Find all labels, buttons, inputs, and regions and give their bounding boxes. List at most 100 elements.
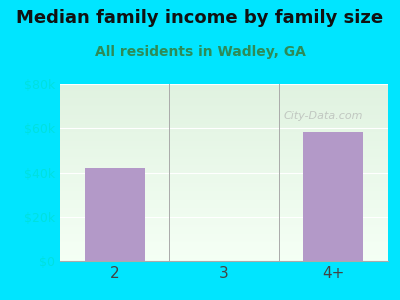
Bar [60, 164, 388, 165]
Bar [60, 155, 388, 156]
Bar [60, 133, 388, 134]
Bar [60, 260, 388, 261]
Bar [60, 113, 388, 114]
Bar [60, 207, 388, 208]
Bar [60, 180, 388, 181]
Bar [60, 194, 388, 195]
Bar [60, 156, 388, 157]
Bar [60, 119, 388, 120]
Text: All residents in Wadley, GA: All residents in Wadley, GA [94, 45, 306, 59]
Bar [60, 163, 388, 164]
Bar [60, 219, 388, 220]
Bar [60, 150, 388, 151]
Bar [85, 168, 145, 261]
Bar [60, 252, 388, 253]
Bar [60, 236, 388, 237]
Bar [60, 92, 388, 93]
Bar [60, 202, 388, 203]
Bar [60, 257, 388, 258]
Bar [60, 178, 388, 179]
Bar [60, 253, 388, 254]
Bar [60, 130, 388, 131]
Bar [60, 196, 388, 197]
Bar [60, 158, 388, 159]
Bar [60, 120, 388, 121]
Bar [60, 151, 388, 152]
Bar [60, 220, 388, 221]
Bar [60, 256, 388, 257]
Bar [60, 99, 388, 100]
Bar [60, 144, 388, 145]
Bar [60, 137, 388, 138]
Bar [60, 98, 388, 99]
Bar [60, 221, 388, 222]
Bar [60, 251, 388, 252]
Bar [60, 205, 388, 206]
Bar [60, 182, 388, 183]
Bar [60, 176, 388, 177]
Bar [60, 165, 388, 166]
Bar [60, 126, 388, 127]
Bar [60, 200, 388, 201]
Bar [60, 139, 388, 140]
Bar [60, 247, 388, 248]
Bar [60, 225, 388, 226]
Bar [60, 229, 388, 230]
Bar [60, 174, 388, 175]
Bar [60, 212, 388, 213]
Bar [60, 239, 388, 240]
Bar [60, 227, 388, 228]
Bar [60, 235, 388, 236]
Bar [60, 192, 388, 193]
Bar [60, 112, 388, 113]
Bar [60, 168, 388, 169]
Bar [60, 95, 388, 96]
Bar [60, 161, 388, 162]
Bar [60, 172, 388, 173]
Bar [60, 238, 388, 239]
Bar [60, 85, 388, 86]
Bar [60, 152, 388, 153]
Bar [60, 244, 388, 245]
Bar [60, 189, 388, 190]
Bar [60, 127, 388, 128]
Bar [60, 233, 388, 234]
Bar [60, 132, 388, 133]
Bar [60, 209, 388, 210]
Bar [60, 175, 388, 176]
Text: Median family income by family size: Median family income by family size [16, 9, 384, 27]
Bar [60, 179, 388, 180]
Bar [60, 157, 388, 158]
Bar [60, 118, 388, 119]
Bar [60, 153, 388, 154]
Bar [60, 96, 388, 97]
Bar [60, 226, 388, 227]
Bar [60, 241, 388, 242]
Bar [60, 131, 388, 132]
Bar [60, 232, 388, 233]
Bar [60, 250, 388, 251]
Bar [60, 100, 388, 101]
Bar [60, 145, 388, 146]
Bar [60, 143, 388, 144]
Bar [60, 222, 388, 223]
Bar [60, 185, 388, 186]
Bar [60, 84, 388, 85]
Bar [60, 114, 388, 115]
Bar [60, 218, 388, 219]
Bar [60, 125, 388, 126]
Bar [60, 109, 388, 110]
Bar [60, 115, 388, 116]
Bar [60, 116, 388, 117]
Bar [60, 88, 388, 89]
Bar [60, 223, 388, 224]
Bar [60, 181, 388, 182]
Bar [60, 97, 388, 98]
Bar [60, 255, 388, 256]
Bar [60, 240, 388, 241]
Bar [60, 122, 388, 123]
Bar [60, 197, 388, 198]
Bar [60, 117, 388, 118]
Bar [60, 254, 388, 255]
Bar [60, 217, 388, 218]
